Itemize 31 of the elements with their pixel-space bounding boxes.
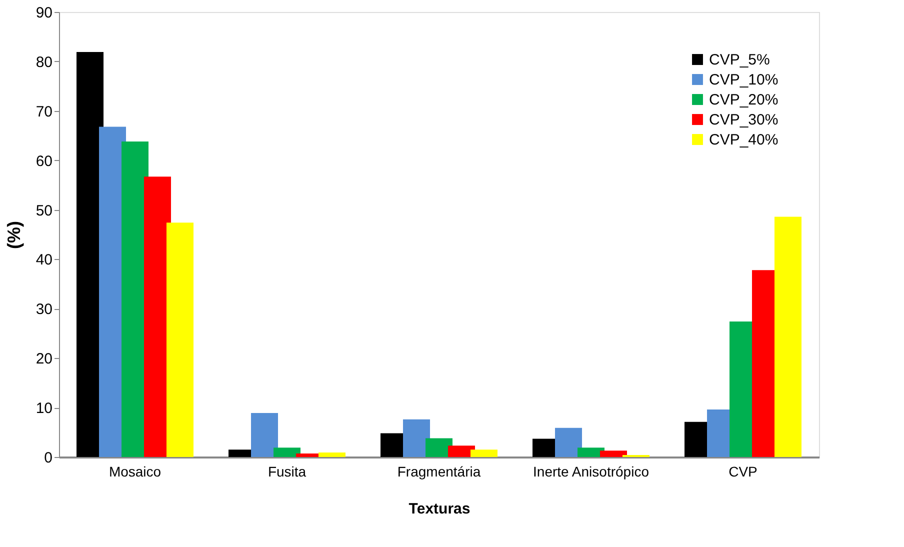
bar [555,428,582,457]
y-tick-label: 80 [36,54,52,71]
bar [274,448,300,457]
legend-label: CVP_30% [709,112,778,128]
x-tick-label: Mosaico [108,464,162,480]
bar [251,412,278,457]
x-tick-label: Fragmentária [397,464,481,480]
bar [774,216,802,457]
legend-label: CVP_20% [709,92,778,108]
y-tick-label: 40 [36,252,52,269]
bar [403,419,430,457]
y-tick-label: 50 [36,202,52,220]
y-tick-label: 60 [36,152,52,170]
bar [318,452,346,457]
x-axis-title: Texturas [408,500,470,518]
y-tick-label: 90 [36,4,52,22]
bar [600,450,627,457]
legend-label: CVP_5% [709,52,770,68]
y-tick-label: 10 [36,400,52,418]
y-tick-label: 20 [36,350,52,368]
y-axis-title: (%) [4,221,24,249]
bar [166,222,194,457]
x-tick-label: Inerte Anisotrópico [533,464,650,480]
legend-label: CVP_10% [709,72,778,88]
legend-label: CVP_40% [709,132,778,148]
y-tick-label: 30 [36,301,52,318]
bar [470,450,498,457]
y-tick-label: 70 [36,103,52,120]
x-tick-label: CVP [728,464,758,480]
y-tick-label: 0 [44,450,52,466]
x-tick-label: Fusita [268,464,306,480]
